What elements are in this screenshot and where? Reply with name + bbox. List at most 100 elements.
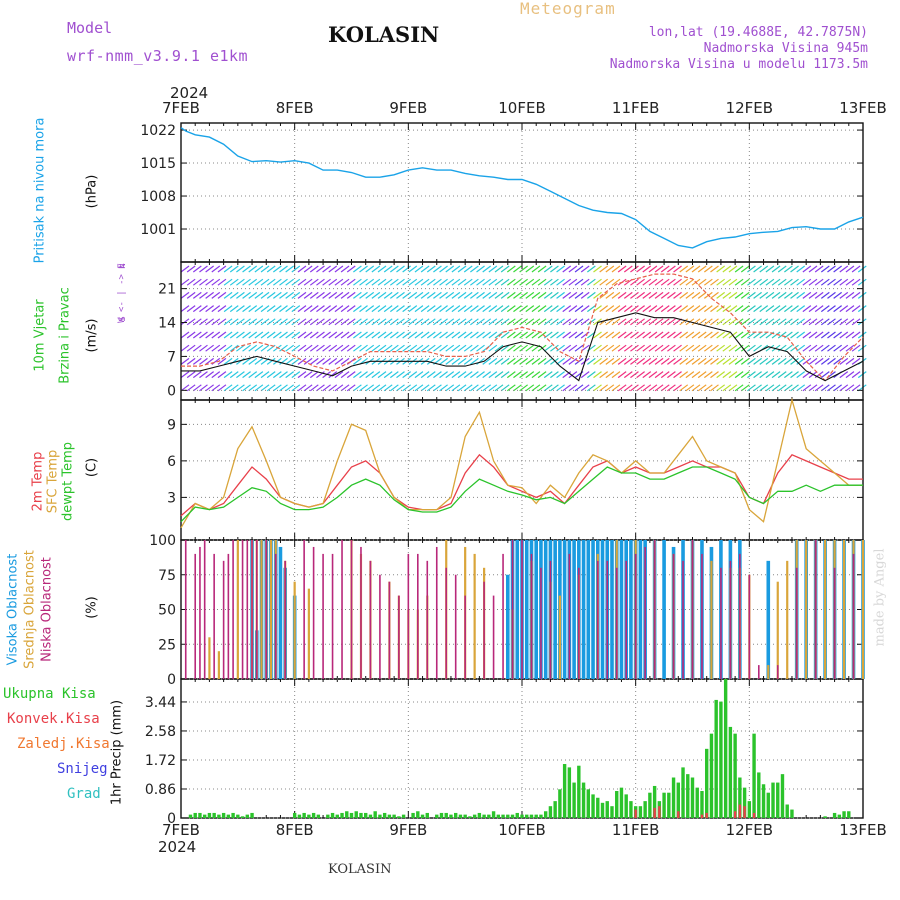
wind-barb [660, 357, 670, 365]
y-tick-label: 1008 [140, 189, 176, 205]
wind-barb [180, 278, 190, 286]
wind-barb [180, 357, 190, 365]
wind-barb [506, 265, 516, 273]
date-label-top: 8FEB [276, 99, 314, 117]
wind-barb [365, 331, 375, 339]
elevation-label: Nadmorska Visina 945m [703, 41, 868, 56]
cloud-bar-low [795, 567, 798, 679]
wind-barb [556, 331, 565, 339]
wind-barb [667, 357, 676, 365]
wind-barb [377, 344, 387, 352]
wind-barb [833, 265, 842, 273]
wind-barb [451, 331, 461, 339]
wind-barb [839, 305, 849, 313]
precip-bar-total [652, 785, 657, 818]
wind-barb [359, 331, 368, 339]
cloud-bar-low [540, 567, 542, 679]
y-tick-label: 3 [167, 490, 176, 506]
wind-barb [556, 265, 565, 273]
wind-barb [537, 384, 547, 392]
precip-bar-total [667, 792, 671, 818]
wind-barb [703, 278, 713, 286]
wind-barb [266, 331, 276, 339]
wind-barb [211, 291, 221, 299]
wind-barb [543, 265, 553, 273]
wind-barb [537, 278, 547, 286]
wind-barb [654, 278, 664, 286]
wind-barb [285, 318, 295, 326]
wind-barb [611, 278, 621, 286]
wind-barb [716, 384, 726, 392]
wind-barb [593, 291, 602, 299]
precip-bar-total [624, 794, 628, 818]
wind-barb [383, 291, 393, 299]
wind-barb [291, 344, 301, 352]
wind-barb [802, 278, 812, 286]
wind-barb [359, 344, 368, 352]
wind-barb [654, 305, 664, 313]
wind-barb [802, 305, 812, 313]
wind-barb [420, 291, 430, 299]
wind-barb [630, 265, 639, 273]
cloud-bar-mid [824, 540, 827, 679]
precip-bar-total [207, 812, 212, 818]
wind-barb [500, 384, 510, 392]
wind-barb [593, 278, 602, 286]
wind-barb [389, 384, 399, 392]
wind-barb [340, 318, 350, 326]
wind-barb [199, 305, 208, 313]
wind-barb [814, 291, 824, 299]
wind-barb [272, 291, 282, 299]
wind-barb [266, 357, 276, 365]
wind-barb [851, 265, 861, 273]
wind-barb [710, 318, 719, 326]
precip-bar-total [832, 812, 837, 818]
wind-barb [648, 357, 658, 365]
wind-barb [316, 331, 325, 339]
wind-barb [790, 265, 799, 273]
wind-barb [802, 318, 812, 326]
precip-bar-total [439, 812, 444, 818]
wind-barb [710, 371, 719, 379]
wind-barb [433, 305, 442, 313]
wind-barb [747, 265, 756, 273]
wind-barb [562, 344, 572, 352]
wind-barb [790, 331, 799, 339]
precip-bar-total [401, 814, 406, 818]
precip-bar-total [477, 812, 482, 818]
wind-barb [845, 371, 855, 379]
wind-barb [396, 278, 405, 286]
wind-barb [340, 265, 350, 273]
cloud-bar-low [322, 553, 324, 679]
wind-barb [808, 305, 818, 313]
cloud-bar-high [543, 540, 548, 679]
wind-barb [482, 357, 492, 365]
wind-barb [371, 318, 381, 326]
wind-barb [827, 278, 836, 286]
wind-barb [562, 305, 572, 313]
wind-barb [353, 384, 362, 392]
wind-barb [470, 278, 479, 286]
wind-barb [636, 371, 645, 379]
wind-barb [556, 305, 565, 313]
wind-barb [747, 305, 756, 313]
cloud-bar-low [331, 553, 334, 679]
wind-barb [630, 318, 639, 326]
wind-barb [525, 344, 535, 352]
wind-barb [747, 278, 756, 286]
year-bottom: 2024 [158, 838, 197, 856]
wind-barb [716, 371, 726, 379]
cloud-bar-low [199, 546, 201, 679]
wind-barb [611, 357, 621, 365]
wind-barb [691, 318, 701, 326]
wind-barb [784, 344, 793, 352]
wind-barb [420, 318, 430, 326]
wind-barb [414, 305, 424, 313]
wind-barb [445, 371, 455, 379]
wind-barb [747, 357, 756, 365]
wind-barb [353, 278, 362, 286]
wind-barb [494, 305, 504, 313]
wind-barb [790, 344, 799, 352]
cloud-bar-high [766, 560, 771, 679]
wind-barb [556, 278, 565, 286]
